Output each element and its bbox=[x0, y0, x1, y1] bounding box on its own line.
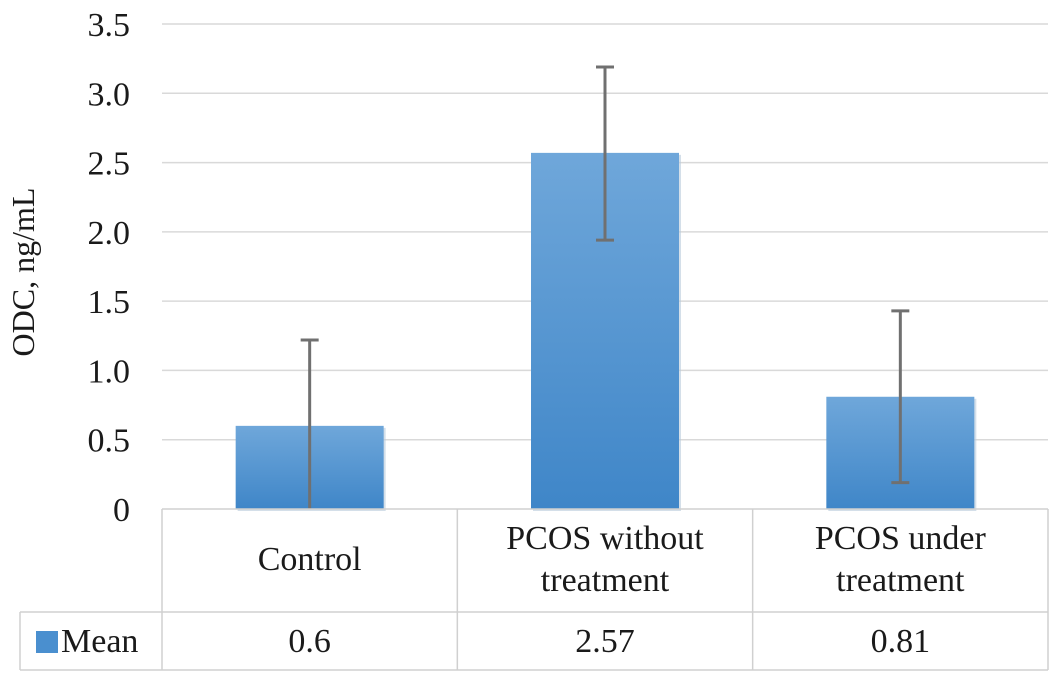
legend-swatch bbox=[36, 631, 58, 653]
x-tick-label: PCOS without bbox=[506, 520, 704, 557]
x-tick-label: treatment bbox=[836, 562, 965, 599]
data-label: 2.57 bbox=[575, 623, 635, 660]
y-tick-label: 2.5 bbox=[88, 146, 131, 183]
y-tick-label: 3.0 bbox=[88, 76, 131, 113]
y-tick-label: 1.0 bbox=[88, 353, 131, 390]
y-tick-label: 2.0 bbox=[88, 215, 131, 252]
data-label: 0.81 bbox=[871, 623, 931, 660]
data-label: 0.6 bbox=[288, 623, 331, 660]
x-tick-label: PCOS under bbox=[815, 520, 987, 557]
y-tick-label: 0 bbox=[113, 492, 130, 529]
error-bars bbox=[300, 65, 910, 509]
x-tick-label: Control bbox=[258, 541, 362, 578]
data-table: Control 0.6 PCOS without treatment 2.57 PCOS … bbox=[19, 508, 1049, 671]
y-tick-label: 1.5 bbox=[88, 284, 131, 321]
y-tick-label: 3.5 bbox=[88, 7, 131, 44]
y-axis-ticks: 0 0.5 1.0 1.5 2.0 2.5 3.0 3.5 bbox=[88, 7, 131, 529]
legend-label: Mean bbox=[61, 623, 138, 660]
y-tick-label: 0.5 bbox=[88, 423, 131, 460]
y-axis-label: ODC, ng/mL bbox=[5, 188, 41, 357]
x-tick-label: treatment bbox=[541, 562, 670, 599]
